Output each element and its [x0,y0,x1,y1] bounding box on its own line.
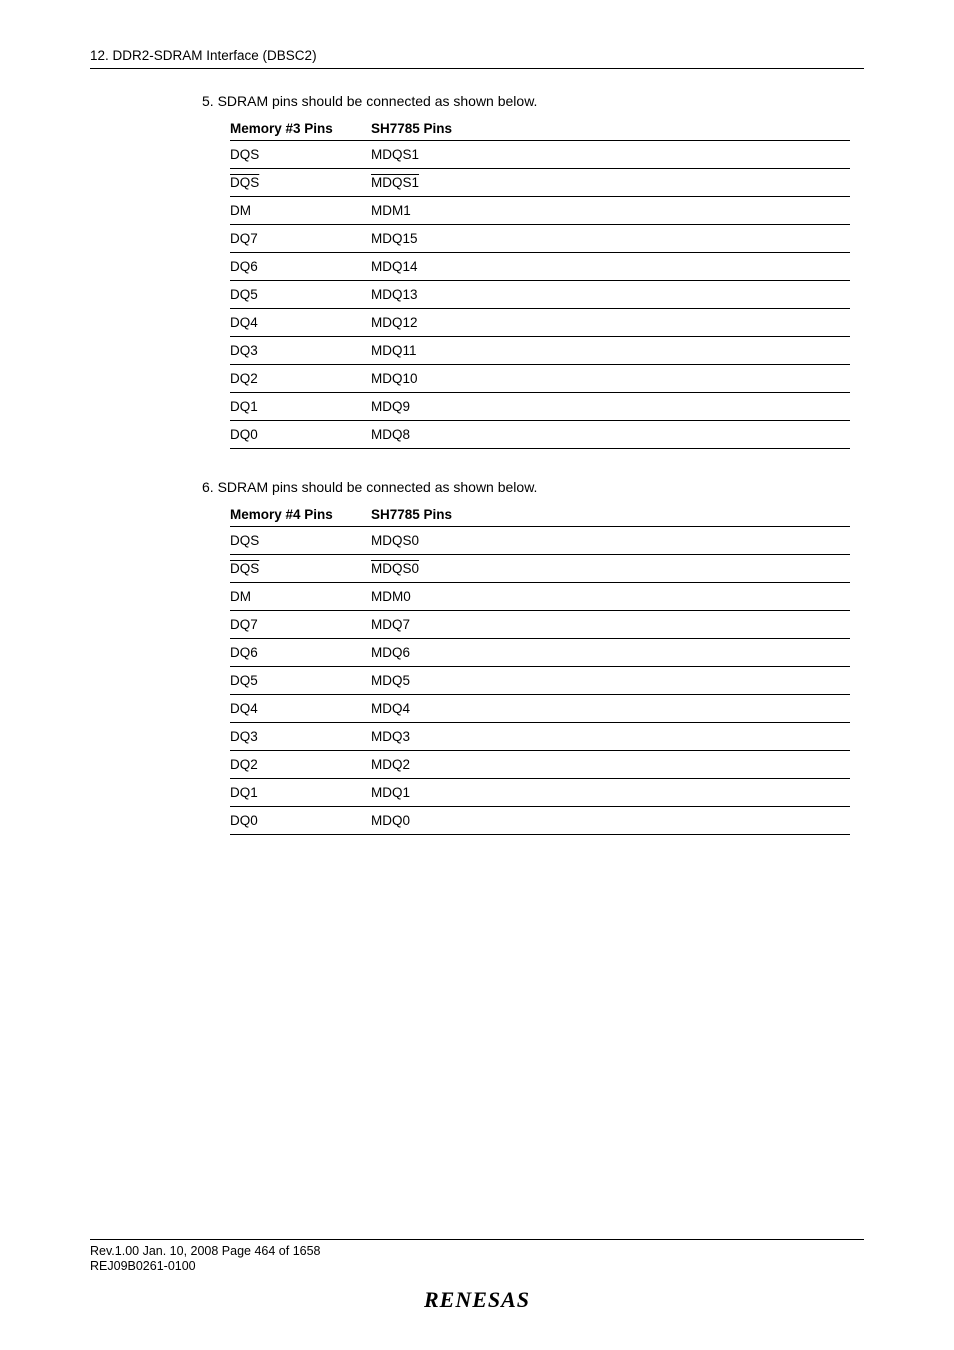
table-row: DQ3MDQ11 [230,337,850,365]
table-row: DMMDM0 [230,583,850,611]
memory-pin: DM [230,583,371,611]
item-block: 5. SDRAM pins should be connected as sho… [90,93,864,449]
sh7785-pin: MDQ9 [371,393,850,421]
item-block: 6. SDRAM pins should be connected as sho… [90,479,864,835]
table-row: DQ6MDQ14 [230,253,850,281]
memory-pin: DQ3 [230,723,371,751]
table-row: DQ3MDQ3 [230,723,850,751]
table-row: DQSMDQS1 [230,169,850,197]
table-row: DQ0MDQ0 [230,807,850,835]
page: 12. DDR2-SDRAM Interface (DBSC2) 5. SDRA… [0,0,954,1350]
sh7785-pin: MDQ15 [371,225,850,253]
memory-pin: DQ7 [230,611,371,639]
table-row: DQ0MDQ8 [230,421,850,449]
table-row: DQ7MDQ7 [230,611,850,639]
memory-pin: DQ1 [230,393,371,421]
memory-pin: DQS [230,169,371,197]
table-header-col1: Memory #3 Pins [230,117,371,141]
sh7785-pin: MDQS1 [371,169,850,197]
renesas-logo-text: RENESAS [423,1287,530,1312]
sh7785-pin: MDQ1 [371,779,850,807]
sh7785-pin: MDQ3 [371,723,850,751]
memory-pin: DQ6 [230,253,371,281]
renesas-logo: RENESAS [90,1285,864,1320]
footer-line-2: REJ09B0261-0100 [90,1259,864,1275]
sh7785-pin: MDM0 [371,583,850,611]
table-row: DQ5MDQ13 [230,281,850,309]
table-row: DQ2MDQ2 [230,751,850,779]
table-row: DQ7MDQ15 [230,225,850,253]
table-row: DQ6MDQ6 [230,639,850,667]
sh7785-pin: MDM1 [371,197,850,225]
memory-pin: DQ3 [230,337,371,365]
table-header-col2: SH7785 Pins [371,503,850,527]
table-row: DMMDM1 [230,197,850,225]
sh7785-pin: MDQ10 [371,365,850,393]
memory-pin: DQ4 [230,309,371,337]
memory-pin: DQ5 [230,667,371,695]
memory-pin: DM [230,197,371,225]
memory-pin: DQS [230,555,371,583]
table-header-col2: SH7785 Pins [371,117,850,141]
table-row: DQSMDQS0 [230,555,850,583]
item-text: SDRAM pins should be connected as shown … [218,93,538,109]
sh7785-pin: MDQS1 [371,141,850,169]
table-header-col1: Memory #4 Pins [230,503,371,527]
table-row: DQ5MDQ5 [230,667,850,695]
table-row: DQ4MDQ12 [230,309,850,337]
sh7785-pin: MDQ14 [371,253,850,281]
memory-pin: DQS [230,527,371,555]
sh7785-pin: MDQ12 [371,309,850,337]
footer-text: Rev.1.00 Jan. 10, 2008 Page 464 of 1658 … [90,1239,864,1275]
memory-pin: DQ7 [230,225,371,253]
item-lead: 5. SDRAM pins should be connected as sho… [202,93,864,109]
memory-pin: DQ5 [230,281,371,309]
sh7785-pin: MDQ4 [371,695,850,723]
memory-pin: DQS [230,141,371,169]
sh7785-pin: MDQ2 [371,751,850,779]
memory-pin: DQ2 [230,751,371,779]
sh7785-pin: MDQ6 [371,639,850,667]
sh7785-pin: MDQ11 [371,337,850,365]
table-row: DQ4MDQ4 [230,695,850,723]
item-lead: 6. SDRAM pins should be connected as sho… [202,479,864,495]
sh7785-pin: MDQ0 [371,807,850,835]
table-row: DQSMDQS0 [230,527,850,555]
content-area: 5. SDRAM pins should be connected as sho… [90,93,864,1239]
memory-pin: DQ6 [230,639,371,667]
pin-mapping-table: Memory #3 PinsSH7785 PinsDQSMDQS1DQSMDQS… [230,117,850,449]
pin-mapping-table: Memory #4 PinsSH7785 PinsDQSMDQS0DQSMDQS… [230,503,850,835]
table-row: DQ1MDQ1 [230,779,850,807]
table-row: DQ1MDQ9 [230,393,850,421]
sh7785-pin: MDQ7 [371,611,850,639]
sh7785-pin: MDQ13 [371,281,850,309]
item-number: 5. [202,93,214,109]
sh7785-pin: MDQS0 [371,555,850,583]
memory-pin: DQ0 [230,421,371,449]
sh7785-pin: MDQ8 [371,421,850,449]
memory-pin: DQ2 [230,365,371,393]
item-text: SDRAM pins should be connected as shown … [218,479,538,495]
sh7785-pin: MDQ5 [371,667,850,695]
memory-pin: DQ4 [230,695,371,723]
table-row: DQ2MDQ10 [230,365,850,393]
footer-line-1: Rev.1.00 Jan. 10, 2008 Page 464 of 1658 [90,1244,864,1260]
section-header: 12. DDR2-SDRAM Interface (DBSC2) [90,48,864,69]
sh7785-pin: MDQS0 [371,527,850,555]
footer-area: Rev.1.00 Jan. 10, 2008 Page 464 of 1658 … [90,1239,864,1320]
memory-pin: DQ0 [230,807,371,835]
memory-pin: DQ1 [230,779,371,807]
table-row: DQSMDQS1 [230,141,850,169]
item-number: 6. [202,479,214,495]
